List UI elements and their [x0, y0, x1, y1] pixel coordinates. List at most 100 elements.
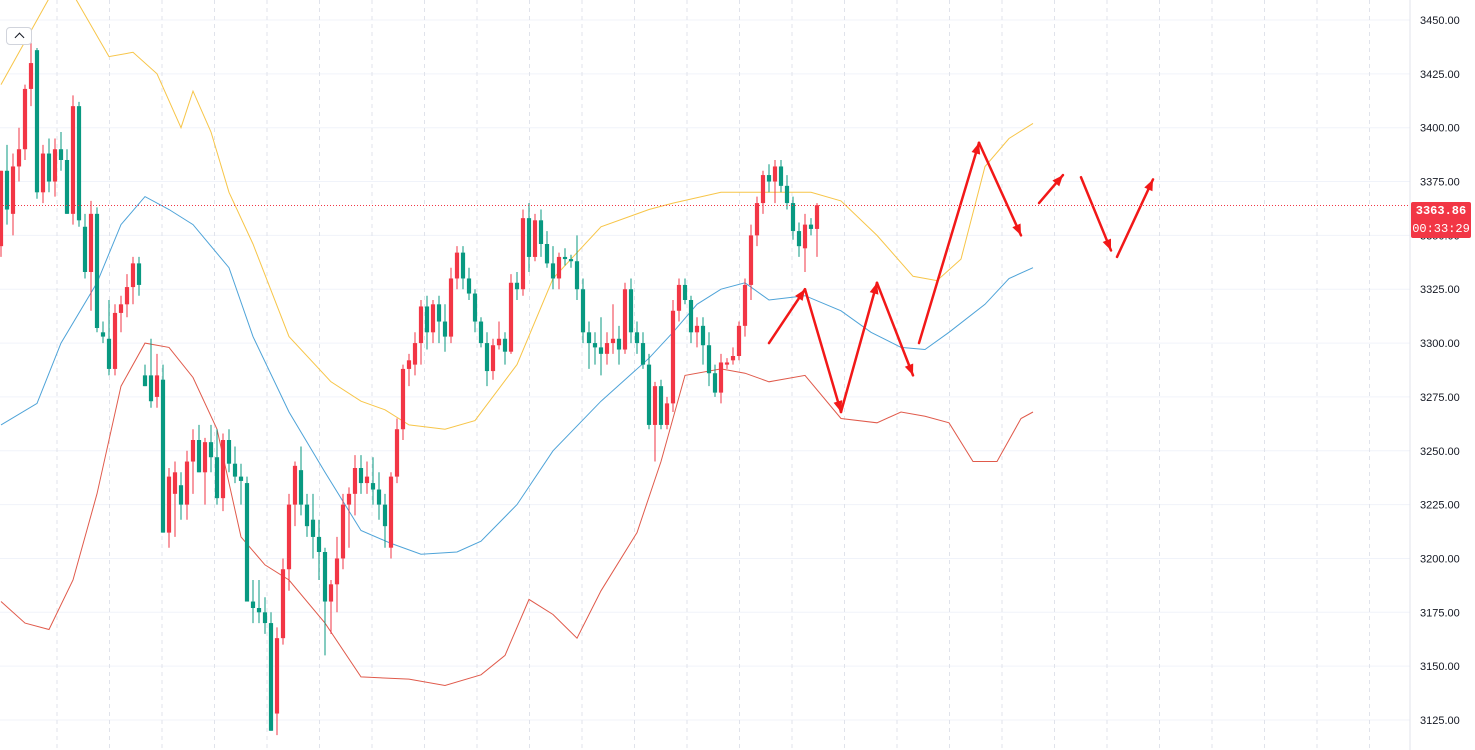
- candle-body: [580, 289, 586, 333]
- candle-up: [676, 278, 682, 322]
- candle-body: [40, 153, 46, 193]
- candle-up: [202, 437, 208, 505]
- candle-body: [610, 338, 616, 344]
- candle-down: [64, 149, 70, 214]
- price-axis[interactable]: 3125.00 3150.00 3175.00 3200.00 3225.00 3250.…: [1420, 15, 1460, 727]
- candle-body: [796, 231, 802, 247]
- candle-down: [526, 203, 532, 272]
- candle-up: [172, 461, 178, 537]
- candle-body: [82, 226, 88, 272]
- candle-body: [652, 386, 658, 425]
- arrow-shaft: [803, 287, 843, 414]
- y-tick-label: 3375.00: [1420, 177, 1460, 189]
- candle-down: [790, 196, 796, 240]
- lower-band-line: [0, 342, 1034, 687]
- candle-down: [76, 101, 82, 227]
- candle-up: [184, 450, 190, 520]
- arrow-head: [795, 289, 805, 301]
- arrow-head: [1012, 223, 1021, 236]
- candle-body: [190, 440, 196, 462]
- candle-down: [250, 580, 256, 624]
- candle-down: [574, 235, 580, 300]
- candle-body: [250, 601, 256, 608]
- annotation-arrow: [1115, 178, 1155, 259]
- candle-body: [658, 386, 664, 425]
- candle-down: [808, 218, 814, 236]
- arrow-shaft: [917, 141, 981, 345]
- candle-body: [58, 149, 64, 160]
- candle-down: [706, 332, 712, 387]
- annotation-arrow: [875, 281, 915, 377]
- candle-body: [616, 338, 622, 350]
- candle-down: [136, 256, 142, 296]
- candle-down: [100, 321, 106, 344]
- candle-body: [622, 289, 628, 350]
- candle-body: [304, 504, 310, 527]
- candle-body: [634, 332, 640, 344]
- arrow-head: [971, 142, 981, 155]
- candle-down: [322, 547, 328, 656]
- candle-body: [538, 220, 544, 244]
- candle-up: [718, 353, 724, 404]
- candle-body: [292, 465, 298, 505]
- candle-down: [34, 48, 40, 199]
- candle-up: [694, 317, 700, 348]
- last-price-label: 3363.86: [1411, 202, 1471, 220]
- candle-body: [118, 304, 124, 313]
- collapse-button[interactable]: [6, 27, 32, 45]
- candle-body: [202, 442, 208, 473]
- candle-body: [70, 106, 76, 214]
- y-tick-label: 3200.00: [1420, 553, 1460, 565]
- candle-body: [802, 224, 808, 249]
- y-tick-label: 3175.00: [1420, 607, 1460, 619]
- annotation-arrow: [917, 141, 981, 345]
- candle-body: [106, 338, 112, 369]
- candle-body: [238, 476, 244, 481]
- candle-up: [286, 493, 292, 591]
- candle-up: [748, 224, 754, 300]
- candle-body: [100, 332, 106, 337]
- candle-up: [118, 295, 124, 333]
- candle-down: [568, 254, 574, 268]
- candle-down: [616, 325, 622, 365]
- arrow-head: [1144, 179, 1153, 192]
- candle-down: [712, 364, 718, 397]
- candle-body: [226, 440, 232, 464]
- arrow-shaft: [875, 281, 915, 377]
- candle-body: [640, 343, 646, 365]
- annotation-arrows: [767, 141, 1155, 414]
- candle-up: [772, 160, 778, 204]
- annotation-arrow: [839, 281, 879, 414]
- upper-band-line: [0, 0, 1034, 430]
- candle-up: [190, 429, 196, 494]
- candle-down: [382, 493, 388, 548]
- candle-up: [754, 196, 760, 247]
- candle-up: [760, 170, 766, 214]
- candle-body: [460, 252, 466, 279]
- candle-up: [112, 304, 118, 376]
- candle-body: [454, 252, 460, 279]
- candle-down: [304, 493, 310, 537]
- candle-body: [544, 244, 550, 264]
- chevron-up-icon: [14, 32, 24, 43]
- candle-body: [778, 166, 784, 186]
- candle-up: [0, 170, 4, 257]
- candle-up: [490, 338, 496, 380]
- candle-up: [394, 418, 400, 484]
- candle-up: [388, 472, 394, 559]
- candle-body: [22, 88, 28, 150]
- candle-body: [136, 263, 142, 285]
- candle-down: [298, 446, 304, 516]
- candle-body: [490, 345, 496, 372]
- candle-body: [448, 278, 454, 337]
- candle-body: [28, 63, 34, 89]
- candle-body: [466, 278, 472, 294]
- candle-up: [400, 364, 406, 440]
- candle-down: [442, 304, 448, 352]
- candle-down: [142, 364, 148, 387]
- candle-body: [244, 483, 250, 602]
- candle-body: [472, 293, 478, 322]
- candle-body: [172, 472, 178, 494]
- candle-body: [34, 50, 40, 193]
